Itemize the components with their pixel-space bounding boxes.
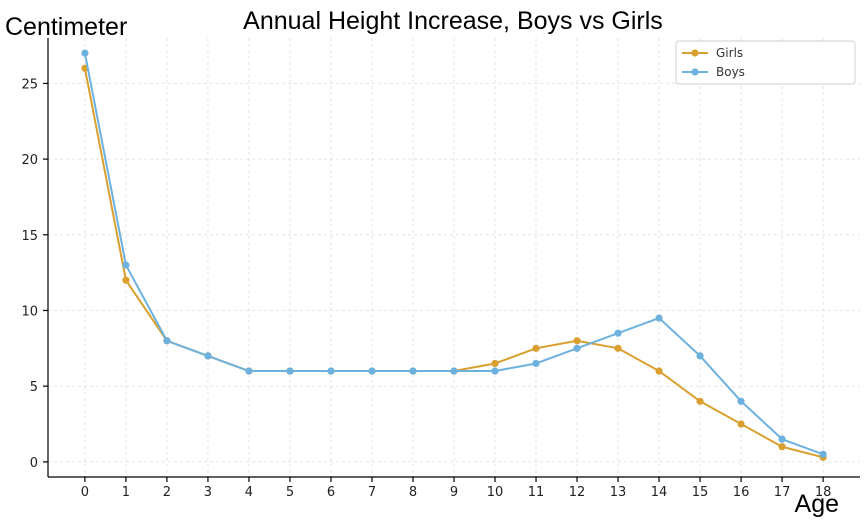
- data-point-boys: [491, 367, 499, 375]
- x-tick-label: 1: [122, 485, 130, 500]
- legend-item-boys: Boys: [682, 65, 745, 79]
- legend-items: Girls Boys: [682, 46, 745, 79]
- grid-layer: [48, 38, 860, 477]
- data-point-boys: [368, 367, 376, 375]
- series-boys: [81, 49, 827, 458]
- chart-title: Annual Height Increase, Boys vs Girls: [243, 7, 663, 35]
- x-tick-label: 9: [450, 485, 458, 500]
- x-tick-label: 6: [327, 485, 335, 500]
- x-tick-label: 8: [409, 485, 417, 500]
- legend-item-girls: Girls: [682, 46, 743, 60]
- x-tick-label: 12: [569, 485, 586, 500]
- legend-marker: [691, 68, 699, 76]
- data-point-girls: [737, 420, 745, 428]
- y-tick-label: 0: [30, 456, 38, 471]
- x-tick-label: 4: [245, 485, 253, 500]
- data-point-girls: [696, 397, 704, 405]
- data-point-boys: [450, 367, 458, 375]
- data-point-girls: [122, 276, 130, 284]
- y-axis-label: Centimeter: [5, 13, 127, 41]
- data-point-boys: [655, 314, 663, 322]
- data-point-boys: [409, 367, 417, 375]
- data-point-boys: [81, 49, 89, 57]
- data-point-boys: [245, 367, 253, 375]
- x-axis-label: Age: [795, 490, 839, 518]
- y-tick-label: 15: [21, 229, 38, 244]
- x-tick-label: 0: [81, 485, 89, 500]
- series-layer: [81, 49, 827, 461]
- data-point-girls: [532, 344, 540, 352]
- data-point-girls: [778, 443, 786, 451]
- data-point-girls: [614, 344, 622, 352]
- y-tick-label: 10: [21, 304, 38, 319]
- x-tick-label: 5: [286, 485, 294, 500]
- legend-label: Boys: [716, 65, 745, 79]
- data-point-boys: [204, 352, 212, 360]
- x-tick-label: 10: [487, 485, 504, 500]
- data-point-boys: [614, 329, 622, 337]
- x-tick-label: 13: [610, 485, 627, 500]
- data-point-boys: [573, 344, 581, 352]
- x-tick-label: 15: [692, 485, 709, 500]
- x-tick-label: 2: [163, 485, 171, 500]
- legend-box: [675, 40, 856, 85]
- x-tick-label: 7: [368, 485, 376, 500]
- y-tick-label: 5: [30, 380, 38, 395]
- data-point-boys: [737, 397, 745, 405]
- legend-marker: [691, 49, 699, 57]
- y-tick-label: 20: [21, 153, 38, 168]
- x-tick-label: 3: [204, 485, 212, 500]
- x-tick-label: 14: [651, 485, 668, 500]
- data-point-girls: [573, 337, 581, 345]
- data-point-boys: [819, 450, 827, 458]
- data-point-boys: [327, 367, 335, 375]
- x-tick-label: 17: [774, 485, 791, 500]
- y-tick-label: 25: [21, 77, 38, 92]
- data-point-boys: [532, 359, 540, 368]
- x-tick-label: 11: [528, 485, 545, 500]
- data-point-girls: [491, 359, 499, 368]
- data-point-boys: [163, 337, 171, 345]
- data-point-boys: [696, 352, 704, 360]
- legend-label: Girls: [716, 46, 743, 60]
- legend: Girls Boys: [675, 40, 856, 85]
- x-tick-label: 18: [815, 485, 832, 500]
- x-tick-label: 16: [733, 485, 750, 500]
- data-point-boys: [122, 261, 130, 269]
- data-point-girls: [655, 367, 663, 375]
- data-point-boys: [286, 367, 294, 375]
- data-point-boys: [778, 435, 786, 443]
